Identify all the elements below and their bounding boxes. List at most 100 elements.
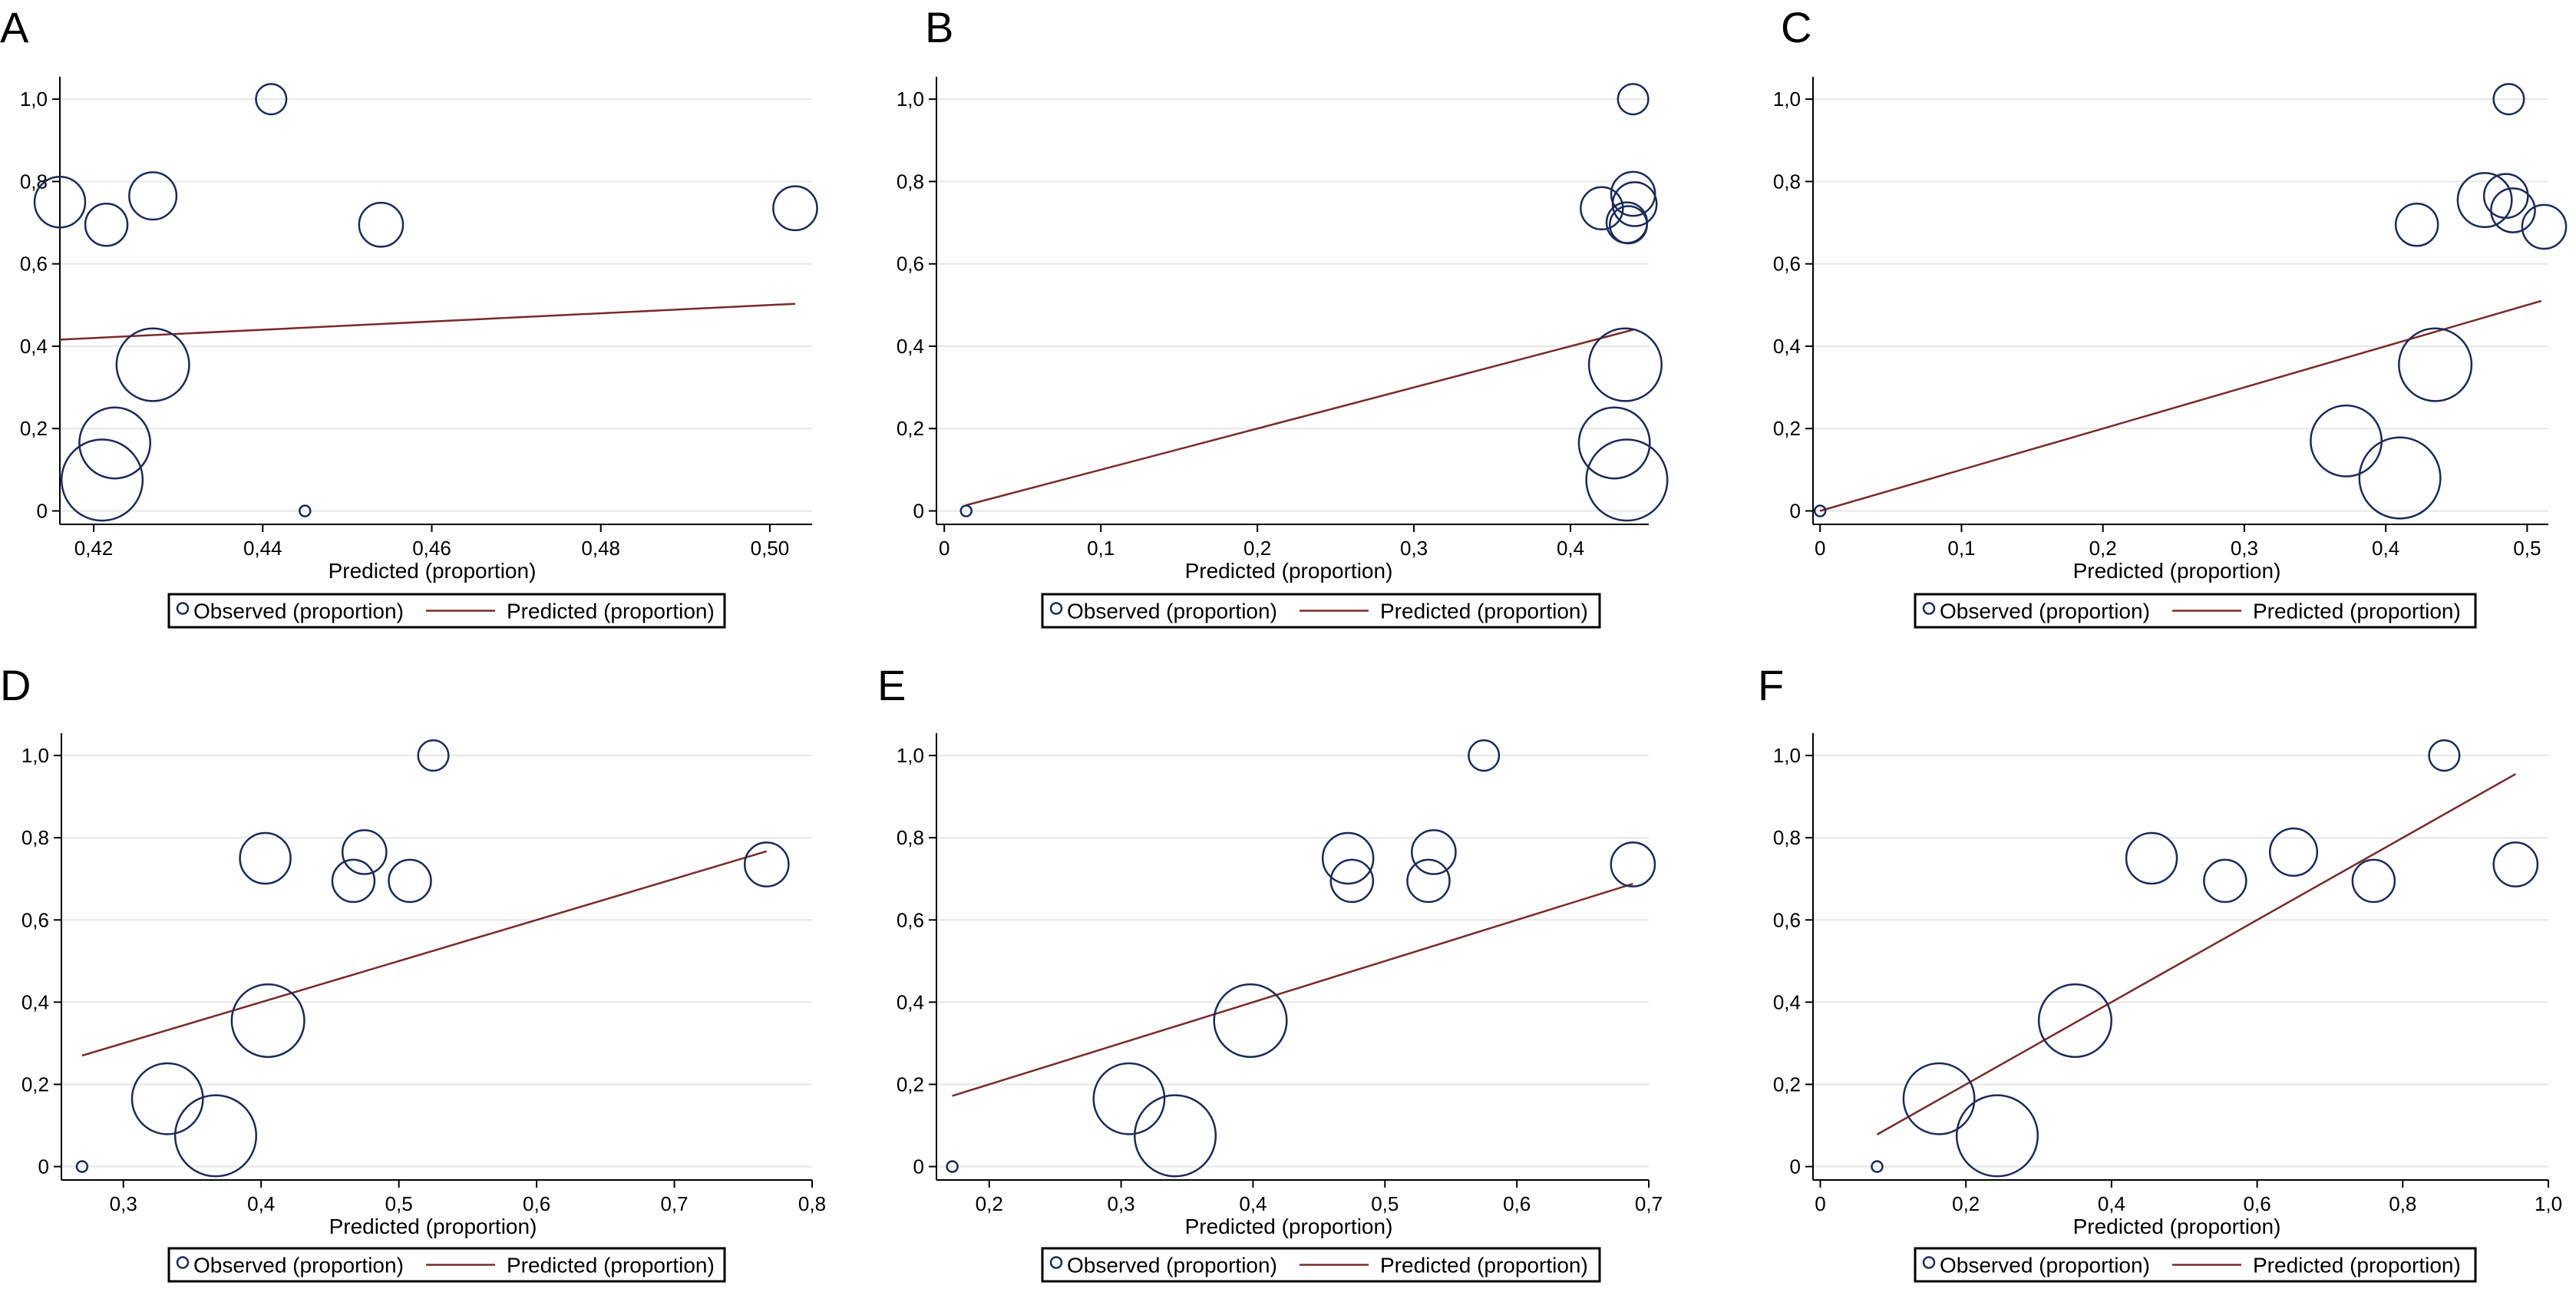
- y-tick-label: 0: [37, 500, 48, 523]
- predicted-line: [952, 882, 1633, 1097]
- y-tick-label: 0,8: [897, 170, 924, 193]
- observed-point: [2482, 173, 2529, 220]
- y-tick-label: 0,8: [1773, 170, 1801, 193]
- legend-predicted-label: Predicted (proportion): [1380, 1254, 1588, 1277]
- observed-point: [1134, 1094, 1217, 1178]
- y-tick-label: 0,8: [897, 826, 924, 849]
- legend-observed-marker: [1049, 602, 1063, 615]
- y-tick-label: 0,4: [1773, 335, 1801, 358]
- y-tick-label: 1,0: [1773, 744, 1801, 767]
- panel-letter: F: [1758, 661, 1784, 709]
- observed-point: [2398, 327, 2473, 402]
- panel-letter: B: [925, 3, 953, 51]
- legend-predicted-label: Predicted (proportion): [507, 600, 715, 623]
- legend-observed-label: Observed (proportion): [1067, 600, 1277, 623]
- panel-letter: E: [877, 661, 906, 709]
- observed-point: [78, 406, 152, 480]
- observed-point: [2351, 858, 2396, 904]
- chart-panel-b: B 0 0,2 0,4 0,6 0,8 1,0 0 0,1 0,2 0,3 0,4 Predicted …: [897, 3, 1669, 629]
- legend-observed-label: Observed (proportion): [193, 600, 404, 623]
- observed-point: [772, 185, 818, 232]
- legend-observed-label: Observed (proportion): [1940, 1254, 2150, 1277]
- observed-point: [1955, 1094, 2039, 1178]
- panel-letter: A: [0, 3, 29, 51]
- predicted-line: [966, 329, 1633, 507]
- y-tick-label: 1,0: [897, 88, 924, 111]
- y-tick-label: 0,6: [897, 253, 924, 276]
- x-tick-label: 1,0: [2535, 1192, 2562, 1215]
- observed-point: [2203, 858, 2247, 904]
- y-tick-label: 0,2: [20, 417, 48, 440]
- y-tick-label: 0,2: [897, 1073, 924, 1096]
- y-tick-label: 0: [913, 500, 924, 523]
- observed-point: [1329, 858, 1375, 904]
- y-tick-label: 0,6: [1773, 253, 1801, 276]
- x-tick-label: 0,46: [412, 537, 451, 560]
- legend-observed-marker: [1049, 1256, 1063, 1269]
- observed-point: [388, 858, 432, 904]
- chart-panel-e: E 0 0,2 0,4 0,6 0,8 1,0 0,2 0,3 0,4 0,5 0,6 0,7 Predi…: [877, 661, 1663, 1283]
- x-tick-label: 0,50: [751, 537, 790, 560]
- x-tick-label: 0,7: [660, 1192, 688, 1215]
- observed-point: [33, 175, 87, 229]
- y-tick-label: 0,6: [20, 253, 48, 276]
- observed-point: [2492, 83, 2525, 116]
- legend-observed-marker: [1922, 1256, 1936, 1269]
- observed-point: [2456, 172, 2513, 229]
- observed-point: [1092, 1062, 1166, 1135]
- observed-point: [1468, 739, 1501, 772]
- observed-point: [130, 1062, 204, 1135]
- observed-point: [128, 171, 178, 221]
- y-tick-label: 1,0: [20, 88, 48, 111]
- observed-point: [1577, 406, 1651, 480]
- observed-point: [75, 1160, 89, 1173]
- x-tick-label: 0,4: [1239, 1192, 1267, 1215]
- legend-observed-marker: [1922, 602, 1936, 615]
- observed-point: [2428, 739, 2461, 772]
- x-tick-label: 0,3: [110, 1192, 137, 1215]
- legend-predicted-label: Predicted (proportion): [2253, 1254, 2461, 1277]
- observed-point: [1617, 83, 1650, 116]
- predicted-line: [1819, 299, 2542, 512]
- predicted-line: [59, 302, 796, 341]
- x-axis-title: Predicted (proportion): [2073, 1215, 2281, 1238]
- legend-observed-label: Observed (proportion): [193, 1254, 404, 1277]
- panel-letter: C: [1781, 3, 1811, 51]
- x-tick-label: 0,44: [243, 537, 282, 560]
- x-tick-label: 0,8: [798, 1192, 826, 1215]
- x-tick-label: 0,2: [1243, 537, 1271, 560]
- legend: Observed (proportion) Predicted (proporti…: [1914, 593, 2477, 629]
- observed-point: [1587, 327, 1663, 402]
- observed-point: [84, 202, 129, 247]
- observed-point: [1611, 181, 1658, 227]
- y-tick-label: 0,8: [21, 826, 49, 849]
- observed-point: [230, 983, 305, 1059]
- y-tick-label: 0,6: [897, 908, 924, 931]
- chart-panel-d: D 0 0,2 0,4 0,6 0,8 1,0 0,3 0,4 0,5 0,6 0,7 0,8 Predi…: [0, 661, 826, 1283]
- observed-point: [1213, 983, 1288, 1059]
- x-tick-label: 0,3: [2231, 537, 2258, 560]
- x-tick-label: 0,2: [2089, 537, 2117, 560]
- observed-point: [173, 1094, 258, 1178]
- y-tick-label: 0,4: [1773, 990, 1801, 1013]
- observed-point: [2268, 827, 2319, 877]
- x-tick-label: 0,5: [2513, 537, 2541, 560]
- predicted-line: [1876, 773, 2516, 1135]
- y-tick-label: 0,8: [20, 170, 48, 193]
- observed-point: [331, 858, 376, 904]
- legend: Observed (proportion) Predicted (proporti…: [1914, 1247, 2477, 1283]
- x-tick-label: 0,3: [1400, 537, 1428, 560]
- x-tick-label: 0,48: [581, 537, 620, 560]
- legend-predicted-label: Predicted (proportion): [2253, 600, 2461, 623]
- x-tick-label: 0,4: [1557, 537, 1584, 560]
- x-axis-title: Predicted (proportion): [2073, 559, 2281, 583]
- observed-point: [2492, 841, 2539, 887]
- observed-point: [2490, 187, 2536, 233]
- observed-point: [1411, 829, 1457, 875]
- x-tick-label: 0,1: [1947, 537, 1975, 560]
- x-tick-label: 0: [1815, 1192, 1825, 1215]
- observed-point: [743, 841, 790, 887]
- observed-point: [341, 829, 388, 875]
- y-tick-label: 0: [1790, 1155, 1801, 1178]
